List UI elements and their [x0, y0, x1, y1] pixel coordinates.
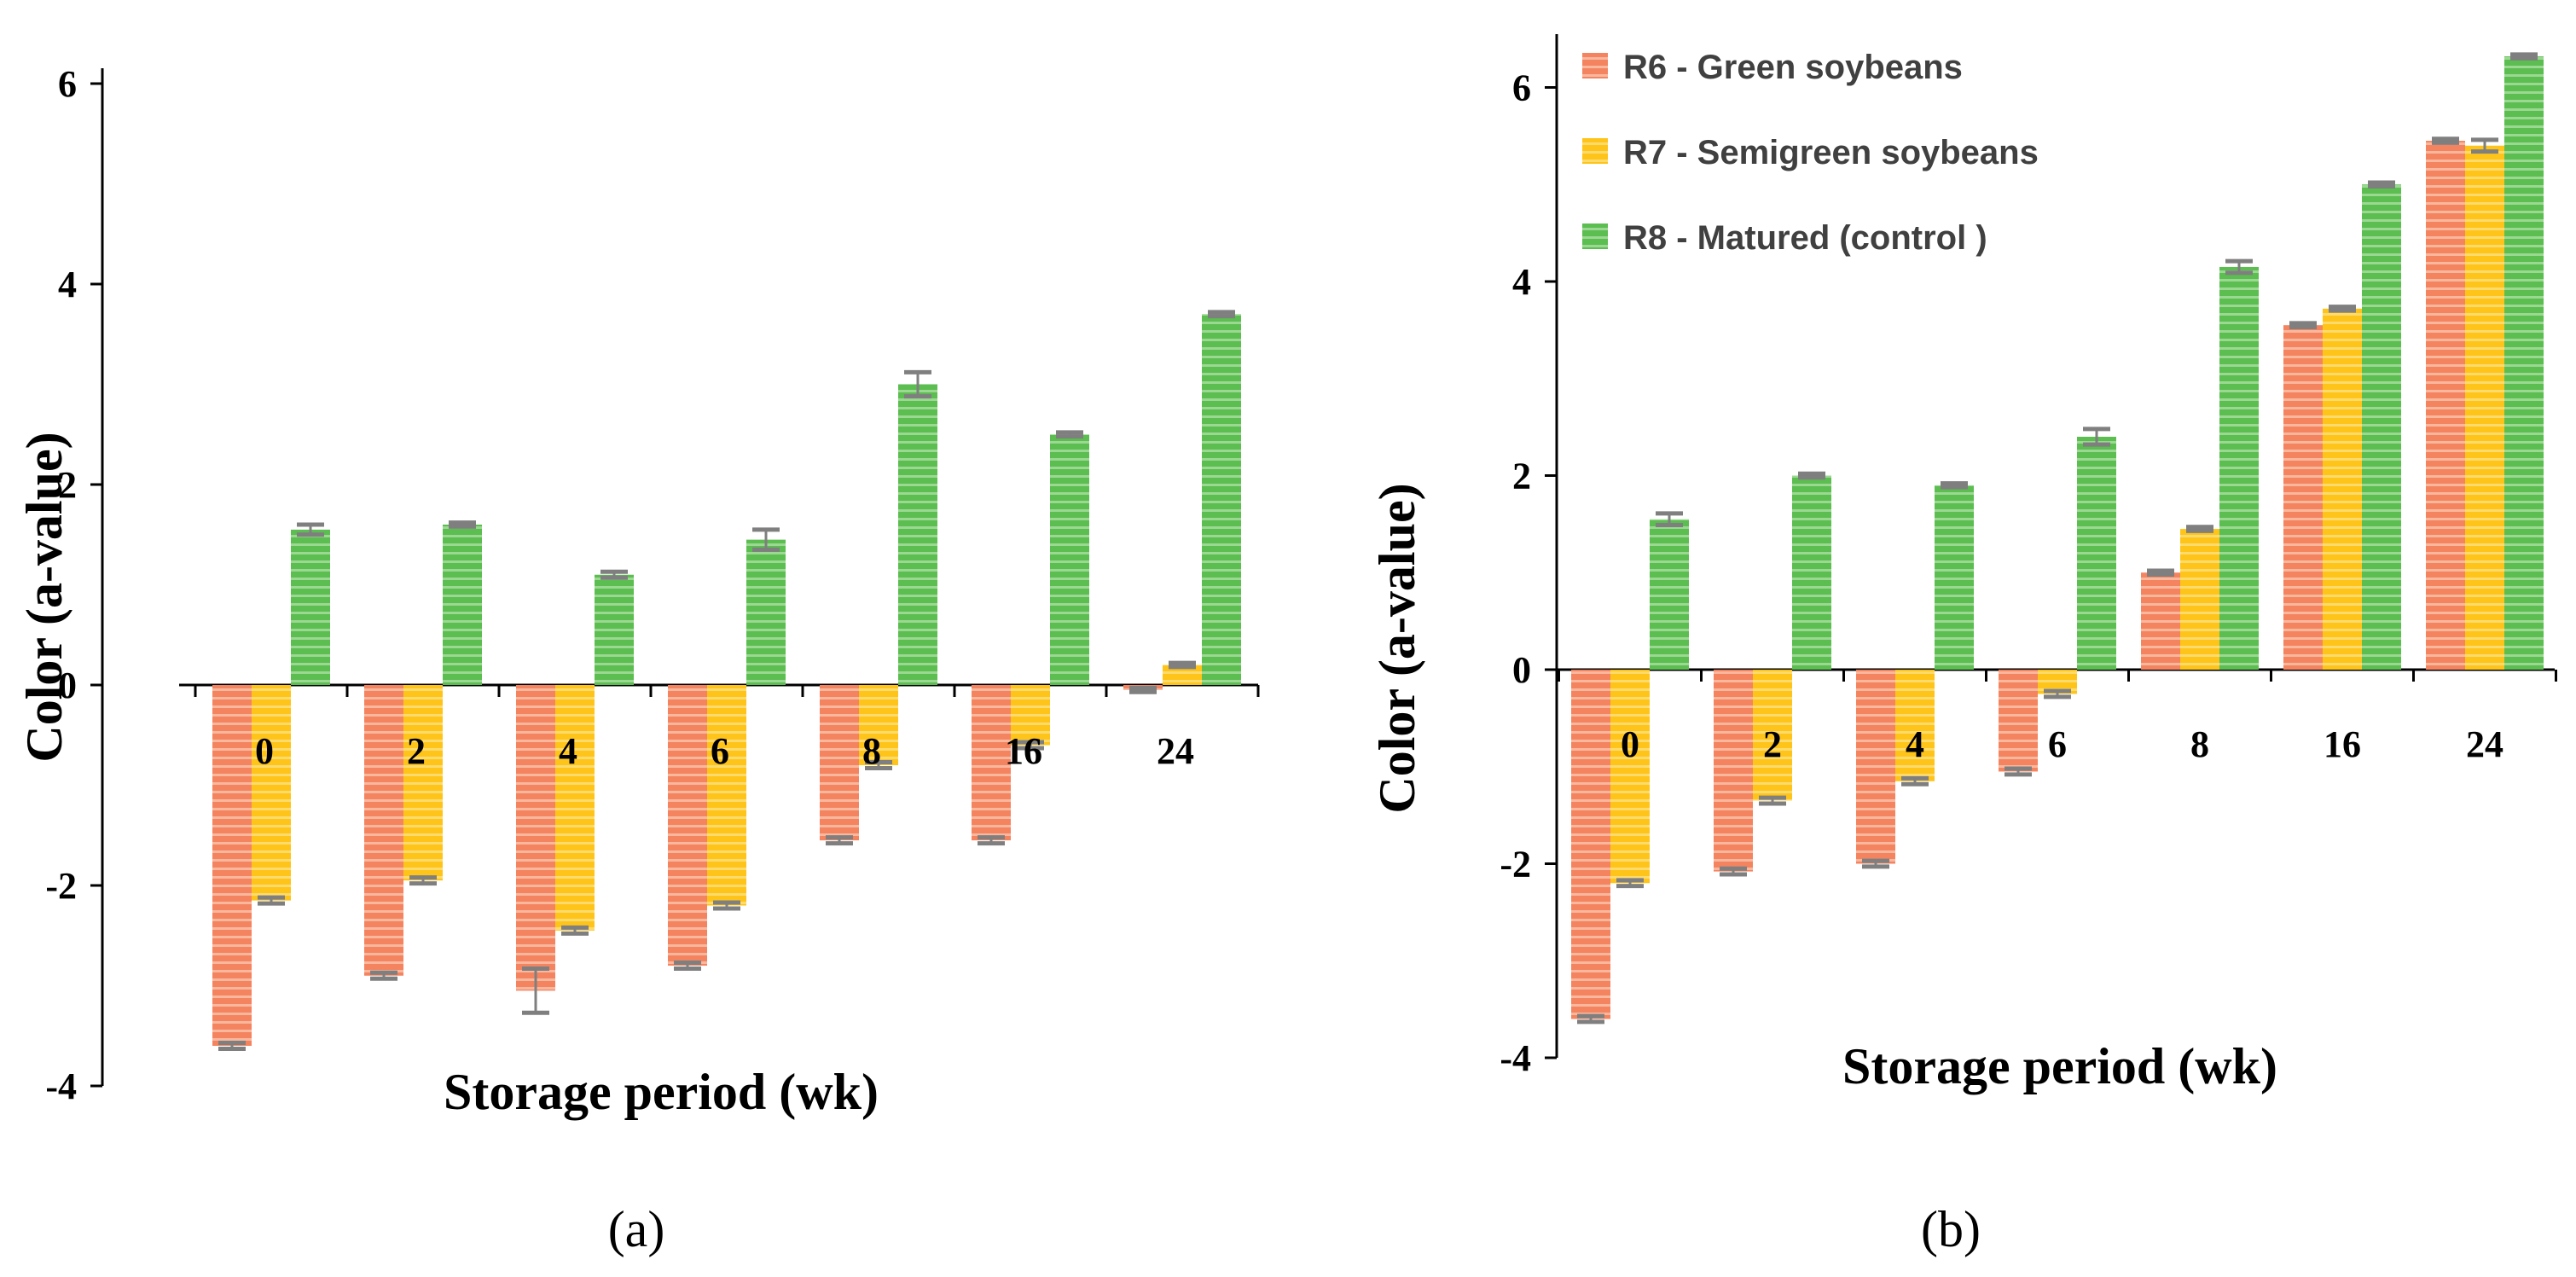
bar-r7 — [2180, 529, 2219, 670]
bar-r7 — [1011, 685, 1050, 746]
bar-r7 — [1895, 670, 1935, 781]
legend-label-r8: R8 - Matured (control ) — [1623, 219, 1987, 257]
bar-r6 — [364, 685, 403, 976]
bar-r8 — [898, 384, 937, 685]
x-tick-label: 6 — [711, 730, 729, 772]
bar-r7 — [1753, 670, 1792, 801]
x-tick-label: 0 — [255, 730, 274, 772]
bar-r8 — [1202, 314, 1241, 685]
bar-r8 — [291, 529, 330, 685]
bar-r8 — [1050, 434, 1089, 685]
y-tick-label: 2 — [1512, 456, 1531, 497]
bar-r8 — [1935, 485, 1974, 670]
bar-r8 — [1792, 475, 1831, 670]
bar-r6 — [1856, 670, 1895, 864]
y-tick-label: 6 — [58, 63, 77, 105]
x-tick-label: 8 — [2190, 723, 2209, 765]
bar-r7 — [403, 685, 443, 881]
y-tick-label: -4 — [1500, 1037, 1531, 1079]
legend-label-r6: R6 - Green soybeans — [1623, 49, 1963, 86]
y-tick-label: 0 — [58, 665, 77, 706]
x-tick-label: 8 — [862, 730, 881, 772]
x-tick-label: 16 — [1005, 730, 1042, 772]
x-tick-label: 16 — [2324, 723, 2361, 765]
legend-swatch-r8 — [1582, 223, 1608, 249]
bar-r7 — [252, 685, 291, 901]
bar-r6 — [820, 685, 859, 841]
bar-r7 — [555, 685, 595, 931]
bar-r7 — [707, 685, 746, 906]
bar-r6 — [2426, 141, 2465, 670]
x-axis-title: Storage period (wk) — [444, 1064, 879, 1120]
bar-r8 — [595, 574, 634, 685]
y-tick-label: 6 — [1512, 67, 1531, 109]
legend-swatch-r7 — [1582, 138, 1608, 164]
y-axis-title: Color (a-value) — [1369, 483, 1425, 813]
bar-r7 — [859, 685, 898, 765]
legend-label-r7: R7 - Semigreen soybeans — [1623, 134, 2039, 171]
x-tick-label: 4 — [559, 730, 577, 772]
bar-r6 — [1999, 670, 2038, 772]
bar-r6 — [2283, 325, 2323, 670]
x-axis-title: Storage period (wk) — [1842, 1038, 2277, 1094]
panel-caption-a: (a) — [608, 1201, 665, 1257]
bar-r7 — [1610, 670, 1650, 884]
bar-r7 — [2323, 308, 2362, 670]
bar-r6 — [516, 685, 555, 991]
x-tick-label: 2 — [407, 730, 426, 772]
y-tick-label: 4 — [58, 264, 77, 305]
bar-r7 — [1163, 665, 1202, 685]
bar-r6 — [972, 685, 1011, 841]
y-tick-label: -2 — [45, 865, 77, 907]
y-tick-label: 4 — [1512, 261, 1531, 303]
bar-r8 — [746, 539, 786, 685]
x-tick-label: 24 — [2466, 723, 2503, 765]
bar-r8 — [2362, 184, 2401, 670]
y-tick-label: 0 — [1512, 649, 1531, 691]
bar-r6 — [668, 685, 707, 966]
bar-r7 — [2465, 145, 2504, 670]
y-tick-label: 2 — [58, 464, 77, 506]
bar-r6 — [212, 685, 252, 1046]
x-tick-label: 4 — [1906, 723, 1924, 765]
x-tick-label: 2 — [1763, 723, 1782, 765]
panel-caption-b: (b) — [1921, 1201, 1981, 1257]
legend: R6 - Green soybeans R7 - Semigreen soybea… — [1582, 49, 2039, 257]
x-tick-label: 24 — [1157, 730, 1194, 772]
bar-r6 — [1571, 670, 1610, 1019]
bar-r8 — [2219, 266, 2259, 670]
y-axis-title: Color (a-value) — [16, 432, 73, 762]
bar-r8 — [443, 525, 482, 685]
bar-r8 — [2504, 56, 2544, 670]
bar-r8 — [2077, 437, 2116, 670]
bar-r8 — [1650, 519, 1689, 670]
legend-swatch-r6 — [1582, 53, 1608, 78]
x-tick-label: 6 — [2048, 723, 2067, 765]
y-tick-label: -4 — [45, 1065, 77, 1107]
y-tick-label: -2 — [1500, 844, 1531, 885]
bar-r6 — [1714, 670, 1753, 872]
bar-r6 — [2141, 572, 2180, 670]
x-tick-label: 0 — [1621, 723, 1639, 765]
